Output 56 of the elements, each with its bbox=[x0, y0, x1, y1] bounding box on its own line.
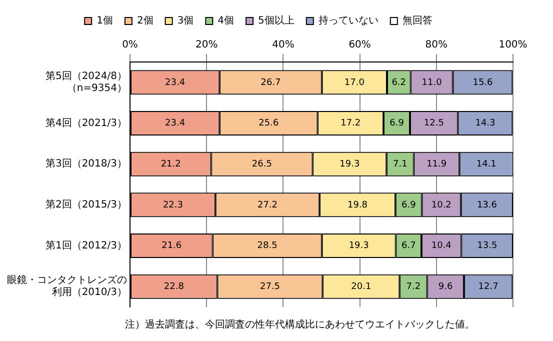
data-label: 12.7 bbox=[478, 282, 498, 292]
data-label: 6.9 bbox=[401, 200, 416, 210]
data-label: 22.3 bbox=[162, 200, 183, 210]
data-label: 21.2 bbox=[160, 159, 181, 170]
data-label: 17.0 bbox=[344, 78, 365, 88]
data-label: 26.5 bbox=[252, 159, 272, 170]
data-label: 13.6 bbox=[476, 200, 498, 210]
legend-label: 4個 bbox=[218, 16, 234, 27]
data-label: 12.5 bbox=[424, 118, 444, 129]
data-label: 27.5 bbox=[260, 282, 280, 292]
y-tick-label: 第1回（2012/3） bbox=[45, 239, 127, 252]
y-tick-label: 第2回（2015/3） bbox=[45, 198, 127, 211]
data-label: 23.4 bbox=[165, 78, 186, 88]
y-tick-label: 第4回（2021/3） bbox=[45, 116, 127, 129]
x-tick-label: 100% bbox=[498, 40, 528, 51]
data-label: 6.7 bbox=[401, 241, 416, 252]
x-tick-label: 60% bbox=[348, 40, 371, 51]
data-label: 13.5 bbox=[477, 241, 498, 252]
text: 注）過去調査は、今回調査の性年代構成比にあわせてウエイトバックした値。 bbox=[125, 318, 475, 331]
x-tick-label: 80% bbox=[425, 40, 448, 51]
data-label: 10.2 bbox=[431, 200, 452, 210]
data-label: 14.3 bbox=[475, 118, 496, 129]
data-label: 20.1 bbox=[351, 282, 372, 292]
data-label: 11.9 bbox=[426, 159, 447, 170]
x-tick-label: 0% bbox=[122, 40, 138, 51]
y-tick-label: 第5回（2024/8）（n=9354） bbox=[45, 70, 127, 94]
data-label: 27.2 bbox=[257, 200, 278, 210]
legend-label: 持っていない bbox=[318, 14, 378, 27]
x-tick-label: 40% bbox=[272, 40, 294, 51]
x-tick-label: 20% bbox=[195, 40, 218, 51]
data-label: 23.4 bbox=[165, 118, 186, 129]
data-label: 21.6 bbox=[162, 241, 182, 252]
data-label: 26.7 bbox=[260, 78, 281, 88]
data-label: 19.3 bbox=[348, 241, 369, 252]
data-label: 10.4 bbox=[431, 241, 452, 252]
data-label: 22.8 bbox=[164, 282, 184, 292]
legend-label: 2個 bbox=[136, 16, 154, 27]
data-label: 14.1 bbox=[476, 159, 496, 170]
data-label: 15.6 bbox=[472, 78, 494, 88]
legend-label: 無回答 bbox=[402, 14, 432, 27]
data-label: 17.2 bbox=[340, 118, 361, 129]
legend-label: 3個 bbox=[177, 16, 194, 27]
data-label: 7.1 bbox=[393, 159, 408, 170]
data-label: 7.2 bbox=[406, 282, 421, 292]
legend-label: 1個 bbox=[96, 16, 113, 27]
data-label: 11.0 bbox=[422, 78, 442, 88]
data-label: 19.8 bbox=[347, 200, 368, 210]
data-label: 19.3 bbox=[340, 159, 360, 170]
y-tick-label: 第3回（2018/3） bbox=[45, 158, 127, 170]
y-tick-label: 眼鏡・コンタクトレンズの利用（2010/3） bbox=[7, 274, 127, 298]
data-label: 28.5 bbox=[257, 241, 278, 252]
legend-label: 5個以上 bbox=[258, 14, 294, 27]
data-label: 25.6 bbox=[258, 118, 279, 129]
data-label: 6.9 bbox=[390, 118, 404, 129]
data-label: 6.2 bbox=[392, 78, 406, 88]
data-label: 9.6 bbox=[438, 282, 454, 292]
